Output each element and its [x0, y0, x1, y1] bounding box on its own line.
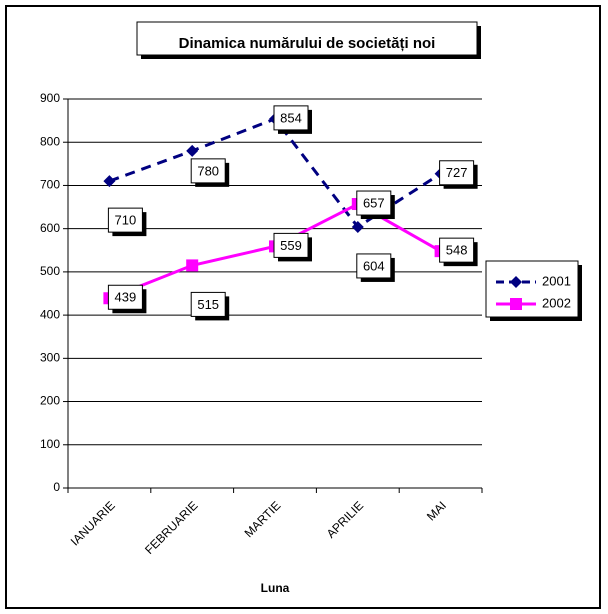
y-tick-label: 900 — [40, 91, 60, 105]
y-tick-label: 600 — [40, 221, 60, 235]
data-label-text: 780 — [197, 163, 219, 178]
y-tick-label: 0 — [53, 480, 60, 494]
title-box: Dinamica numărului de societăți noi — [137, 22, 481, 59]
y-tick-label: 100 — [40, 437, 60, 451]
data-label-2001: 780 — [191, 159, 229, 187]
data-label-text: 854 — [280, 110, 302, 125]
data-label-text: 604 — [363, 258, 385, 273]
y-tick-label: 400 — [40, 307, 60, 321]
x-axis-title: Luna — [261, 581, 290, 595]
data-label-text: 710 — [115, 213, 137, 228]
data-label-2001: 727 — [440, 161, 478, 189]
legend-marker — [510, 298, 522, 310]
legend-label: 2001 — [542, 273, 571, 288]
y-tick-label: 200 — [40, 394, 60, 408]
data-label-2001: 710 — [108, 208, 146, 236]
data-label-text: 657 — [363, 195, 385, 210]
data-label-2002: 559 — [274, 233, 312, 261]
chart-title: Dinamica numărului de societăți noi — [179, 35, 436, 52]
y-tick-label: 300 — [40, 351, 60, 365]
data-label-2002: 439 — [108, 285, 146, 313]
y-tick-label: 500 — [40, 264, 60, 278]
data-point-2002 — [186, 259, 198, 271]
data-label-2001: 604 — [357, 254, 395, 282]
legend: 2001 2002 — [486, 261, 582, 321]
data-label-2002: 657 — [357, 191, 395, 219]
data-label-2002: 548 — [440, 238, 478, 266]
data-label-text: 559 — [280, 238, 302, 253]
data-label-text: 548 — [446, 243, 468, 258]
y-tick-label: 800 — [40, 134, 60, 148]
data-label-2002: 515 — [191, 292, 229, 320]
data-label-2001: 854 — [274, 106, 312, 134]
data-label-text: 515 — [197, 297, 219, 312]
y-tick-label: 700 — [40, 178, 60, 192]
data-label-text: 439 — [115, 290, 137, 305]
data-label-text: 727 — [446, 165, 468, 180]
legend-label: 2002 — [542, 295, 571, 310]
